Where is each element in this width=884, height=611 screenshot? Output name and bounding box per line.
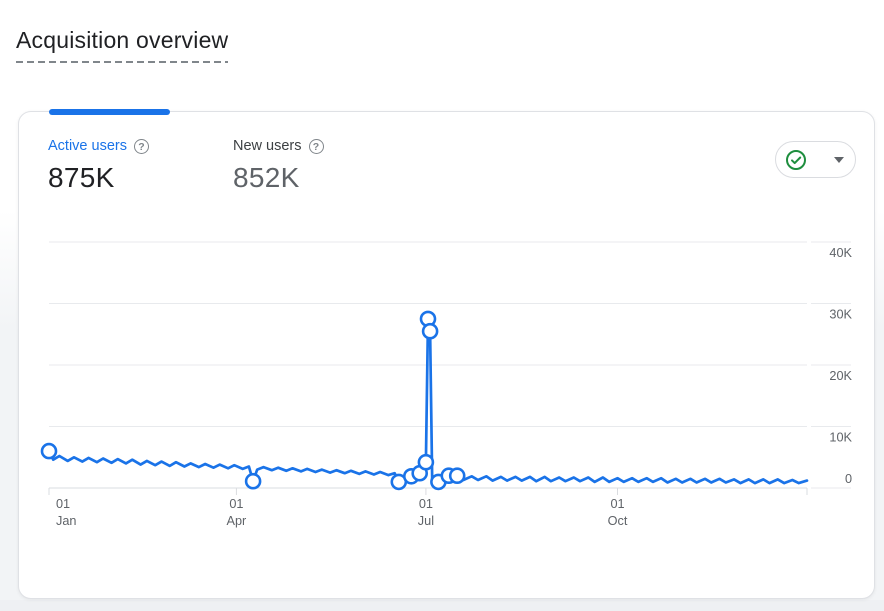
question-mark-circle-icon[interactable]: ? xyxy=(133,138,149,154)
svg-text:0: 0 xyxy=(845,472,852,486)
active-tab-indicator[interactable] xyxy=(49,109,170,115)
svg-text:Jan: Jan xyxy=(56,514,76,528)
metric-label: New users xyxy=(233,138,302,154)
page-title: Acquisition overview xyxy=(16,27,229,64)
svg-text:40K: 40K xyxy=(829,246,852,260)
svg-text:Apr: Apr xyxy=(227,514,248,528)
data-quality-dropdown[interactable] xyxy=(775,141,856,178)
gridlines: 0 10K 20K 30K 40K xyxy=(49,241,853,489)
svg-text:Jul: Jul xyxy=(418,514,434,528)
metric-value: 852K xyxy=(233,162,300,193)
check-circle-icon xyxy=(786,149,806,170)
acquisition-overview-card: 0 10K 20K 30K 40K 01 Jan 01 Apr 01 Jul 01 Oct Active… xyxy=(18,109,876,600)
svg-text:20K: 20K xyxy=(829,369,852,383)
metric-value: 875K xyxy=(48,162,115,193)
metric-label: Active users xyxy=(48,138,127,154)
svg-text:01: 01 xyxy=(610,497,624,511)
question-mark-circle-icon[interactable]: ? xyxy=(308,138,324,154)
active-users-chart[interactable]: 0 10K 20K 30K 40K 01 Jan 01 Apr 01 Jul 01 Oct xyxy=(19,112,876,600)
svg-text:01: 01 xyxy=(56,497,70,511)
metric-active-users: Active users ? 875K xyxy=(48,138,149,194)
svg-text:01: 01 xyxy=(229,497,243,511)
page-background-strip xyxy=(0,600,884,611)
svg-text:30K: 30K xyxy=(829,308,852,322)
svg-text:Oct: Oct xyxy=(608,514,628,528)
chevron-down-icon xyxy=(834,156,844,163)
svg-text:10K: 10K xyxy=(829,431,852,445)
x-axis: 01 Jan 01 Apr 01 Jul 01 Oct xyxy=(48,488,808,528)
svg-text:01: 01 xyxy=(419,497,433,511)
anomaly-markers xyxy=(40,310,466,491)
metric-new-users: New users ? 852K xyxy=(233,138,324,194)
